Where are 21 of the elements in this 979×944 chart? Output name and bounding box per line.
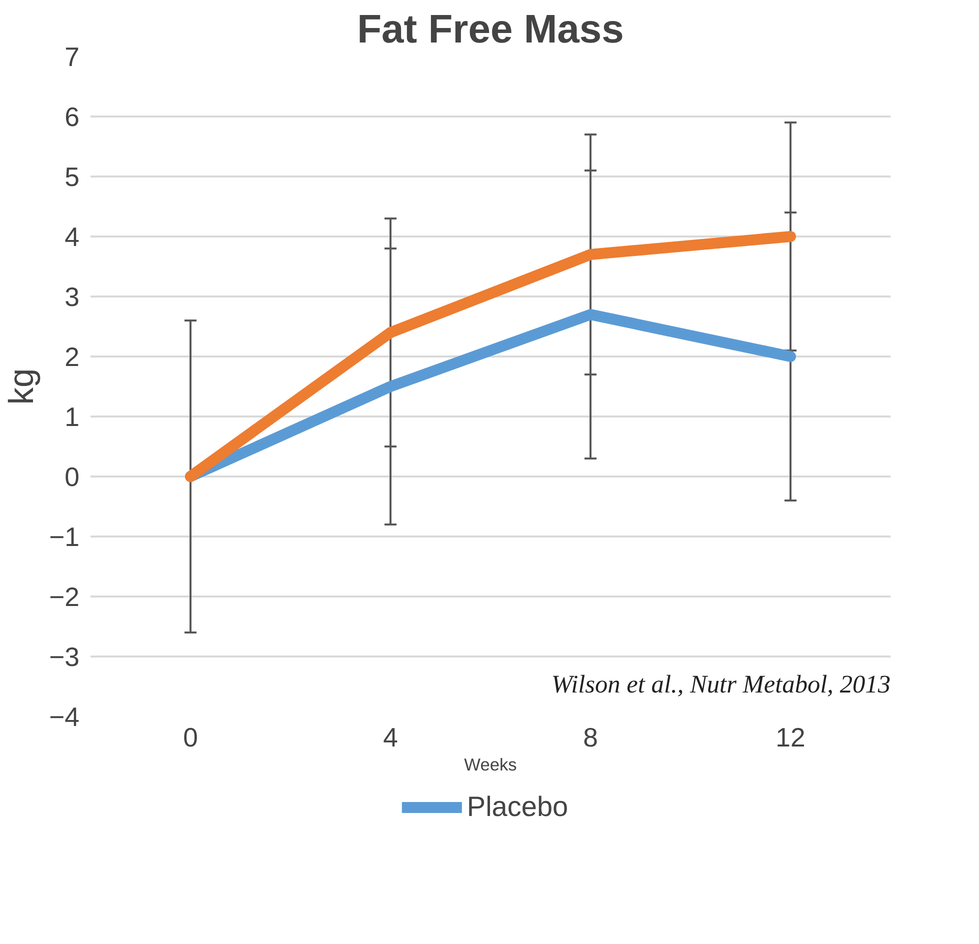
y-tick-label: 6 [64, 102, 80, 132]
y-tick-label: 2 [64, 342, 80, 372]
chart-title: Fat Free Mass [357, 8, 624, 52]
y-tick-label: 5 [64, 162, 80, 192]
x-tick-label: 4 [383, 722, 398, 752]
y-tick-label: 0 [64, 462, 80, 492]
y-tick-label: −1 [49, 522, 80, 552]
y-tick-label: 4 [64, 222, 80, 252]
y-tick-label: −4 [49, 702, 80, 732]
x-tick-label: 12 [776, 722, 806, 752]
y-tick-label: 1 [64, 402, 80, 432]
y-tick-label: 7 [64, 42, 80, 72]
legend-label: Placebo [466, 791, 568, 823]
y-tick-label: 3 [64, 282, 80, 312]
y-tick-label: −2 [49, 582, 80, 612]
y-axis-title: kg [3, 368, 42, 405]
x-tick-label: 0 [183, 722, 198, 752]
y-tick-label: −3 [49, 642, 80, 672]
x-tick-label: 8 [583, 722, 598, 752]
annotation: Wilson et al., Nutr Metabol, 2013 [551, 670, 891, 698]
x-axis-title: Weeks [464, 754, 518, 774]
